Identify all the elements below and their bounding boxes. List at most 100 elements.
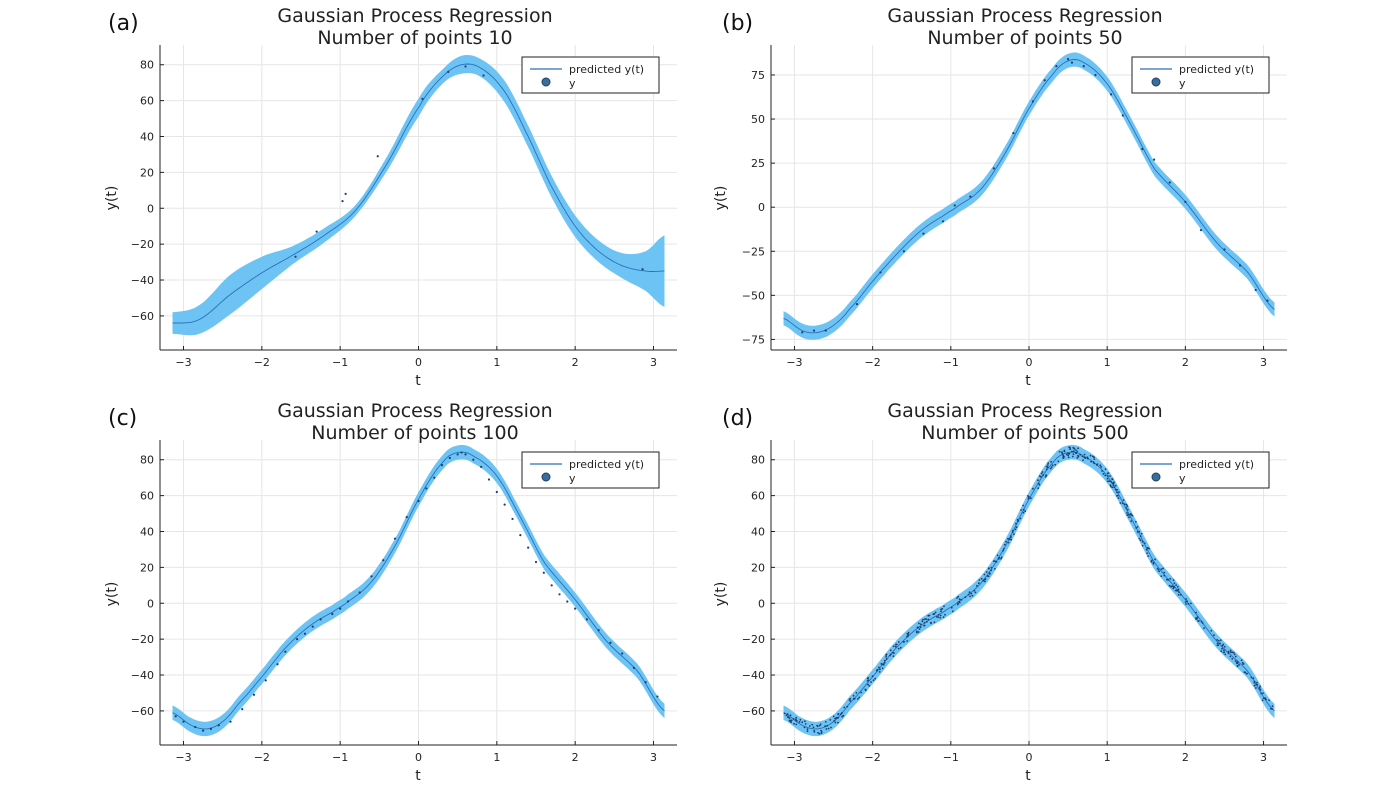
y-axis-label: y(t) [104, 186, 120, 211]
data-point [1254, 288, 1257, 292]
data-point [883, 659, 886, 662]
y-axis-label: y(t) [713, 582, 729, 607]
x-tick-label: 2 [1182, 356, 1189, 369]
data-point [1058, 450, 1061, 453]
x-tick-label: −1 [943, 751, 959, 764]
legend-box [521, 56, 660, 94]
legend-marker-swatch [541, 77, 551, 87]
x-tick-label: −3 [175, 356, 191, 369]
data-point [997, 558, 1000, 560]
data-point [1223, 649, 1225, 651]
data-point [925, 618, 928, 620]
data-point [1128, 516, 1130, 518]
data-point [1044, 476, 1047, 478]
data-point [922, 232, 925, 235]
data-point [889, 654, 891, 657]
data-point [992, 167, 995, 170]
data-point [895, 643, 897, 646]
x-tick-label: 0 [415, 356, 422, 369]
data-point [922, 618, 924, 621]
data-point [1000, 556, 1003, 559]
data-point [1030, 497, 1032, 500]
data-point [824, 725, 826, 727]
data-point [1014, 528, 1017, 531]
data-point [917, 626, 920, 629]
data-point [958, 598, 961, 601]
data-point [892, 645, 895, 648]
data-point [917, 631, 920, 633]
data-point [934, 611, 937, 614]
x-tick-label: 1 [493, 751, 500, 764]
data-point [1175, 584, 1177, 586]
y-tick-label: 25 [751, 157, 765, 170]
data-point [1154, 558, 1156, 561]
data-point [939, 614, 942, 617]
data-point [1216, 639, 1219, 641]
y-tick-label: −40 [131, 669, 154, 682]
data-point [1259, 685, 1261, 688]
legend-label-y: y [1179, 472, 1186, 485]
data-point [1227, 652, 1230, 655]
x-tick-label: 3 [650, 356, 657, 369]
predicted-line [172, 63, 665, 324]
data-point [1094, 73, 1097, 77]
data-point [1174, 589, 1177, 592]
data-point [937, 614, 940, 616]
data-point [878, 666, 880, 669]
y-axis-label: y(t) [104, 582, 120, 607]
data-point [295, 638, 299, 641]
data-point [1104, 468, 1107, 471]
data-point [1141, 147, 1144, 151]
data-point [632, 666, 636, 669]
data-point [1063, 456, 1065, 458]
data-point [1104, 474, 1107, 477]
data-point [866, 677, 869, 680]
x-tick-label: 3 [650, 751, 657, 764]
data-point [990, 566, 993, 569]
data-point [919, 626, 922, 629]
data-point [951, 610, 954, 613]
data-point [885, 655, 887, 658]
y-tick-label: 80 [140, 454, 154, 467]
data-point [804, 723, 807, 725]
data-point [1066, 58, 1070, 61]
data-point [1223, 645, 1226, 648]
data-point [1130, 520, 1133, 523]
data-point [841, 715, 844, 718]
data-point [1101, 470, 1103, 472]
x-tick-label: −3 [786, 356, 802, 369]
data-point [1121, 502, 1124, 505]
data-point [1167, 578, 1170, 581]
data-point [1147, 547, 1149, 549]
data-point [1041, 471, 1044, 473]
data-point [1002, 547, 1005, 550]
data-point [1091, 455, 1094, 458]
data-point [918, 628, 921, 630]
data-point [921, 620, 924, 623]
data-point [1196, 617, 1198, 620]
data-point [1089, 454, 1092, 457]
data-point [1258, 687, 1261, 689]
data-point [1231, 651, 1233, 654]
data-point [644, 681, 647, 684]
data-point [1071, 455, 1074, 458]
data-point [996, 554, 999, 557]
data-point [1083, 453, 1086, 456]
data-point [789, 714, 792, 717]
y-tick-label: 20 [140, 561, 154, 574]
legend: predicted y(t)y [1131, 451, 1270, 489]
data-point [1221, 647, 1223, 650]
data-point [1177, 593, 1180, 596]
data-point [793, 722, 795, 725]
data-point [837, 713, 839, 716]
data-point [795, 719, 798, 722]
data-point [995, 561, 998, 563]
data-point [1268, 699, 1270, 702]
data-point [907, 634, 909, 637]
data-point [641, 268, 644, 271]
data-point [1057, 460, 1060, 463]
chart-subtitle: Number of points 50 [927, 27, 1122, 49]
data-point [1231, 657, 1234, 660]
data-point [1093, 456, 1095, 459]
confidence-band [783, 52, 1275, 340]
